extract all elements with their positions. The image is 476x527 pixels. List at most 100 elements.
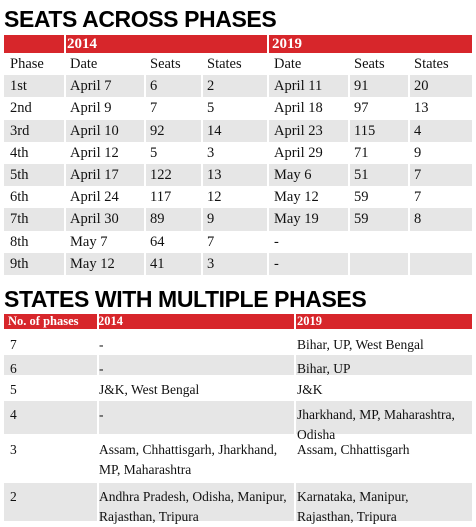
- cell-2014-states: -: [99, 337, 104, 352]
- cell-states-2014: 13: [207, 167, 222, 183]
- cell-phase: 3rd: [10, 122, 30, 139]
- cell-date-2019: April 23: [274, 122, 323, 139]
- cell-states-2014: 14: [207, 122, 222, 139]
- table-row: 2 Andhra Pradesh, Odisha, Manipur, Rajast…: [4, 483, 472, 524]
- cell-date-2019: April 18: [274, 100, 323, 117]
- cell-2014-states: Assam, Chhattisgarh, Jharkhand, MP, Maha…: [99, 442, 278, 477]
- cell-no-of-phases: 6: [10, 361, 17, 376]
- cell-phase: 4th: [10, 144, 29, 161]
- cell-seats-2019: 59: [354, 189, 369, 206]
- table-row: 6th April 24 117 12 May 12 59 7: [4, 186, 472, 208]
- column-header-seats-2014: Seats: [150, 56, 181, 72]
- cell-seats-2014: 41: [150, 255, 165, 272]
- table-row: 4th April 12 5 3 April 29 71 9: [4, 142, 472, 164]
- cell-2019-states: Karnataka, Manipur, Rajasthan, Tripura: [297, 489, 409, 524]
- cell-seats-2019: 59: [354, 211, 369, 228]
- cell-seats-2014: 117: [150, 189, 172, 206]
- column-divider: [64, 35, 66, 275]
- cell-no-of-phases: 4: [10, 407, 17, 422]
- table-row: 5 J&K, West Bengal J&K: [4, 376, 472, 399]
- cell-seats-2019: 51: [354, 167, 369, 183]
- seats-across-phases-title: SEATS ACROSS PHASES: [4, 6, 277, 32]
- table-row: 9th May 12 41 3 -: [4, 252, 472, 275]
- year-2014-label: 2014: [67, 36, 97, 52]
- cell-2019-states: Assam, Chhattisgarh: [297, 442, 410, 457]
- cell-date-2014: April 10: [70, 122, 119, 139]
- cell-seats-2014: 64: [150, 233, 165, 250]
- table-row: 1st April 7 6 2 April 11 91 20: [4, 75, 472, 98]
- cell-date-2014: April 30: [70, 211, 119, 228]
- cell-phase: 6th: [10, 189, 29, 206]
- cell-date-2019: May 19: [274, 211, 319, 228]
- table-row: 7th April 30 89 9 May 19 59 8: [4, 208, 472, 231]
- cell-seats-2014: 5: [150, 144, 158, 161]
- column-divider: [201, 53, 203, 275]
- cell-2014-states: Andhra Pradesh, Odisha, Manipur, Rajasth…: [99, 489, 287, 524]
- cell-2014-states: J&K, West Bengal: [99, 382, 200, 397]
- cell-states-2019: 9: [414, 144, 422, 161]
- seats-table-year-band: 2014 2019: [4, 35, 472, 53]
- cell-no-of-phases: 5: [10, 382, 17, 397]
- cell-states-2014: 2: [207, 78, 215, 95]
- column-header-seats-2019: Seats: [354, 56, 385, 72]
- cell-date-2014: April 24: [70, 189, 119, 206]
- cell-no-of-phases: 2: [10, 489, 17, 504]
- cell-date-2014: April 12: [70, 144, 119, 161]
- cell-phase: 7th: [10, 211, 29, 228]
- header-no-of-phases: No. of phases: [8, 314, 79, 328]
- cell-date-2014: April 17: [70, 167, 119, 183]
- cell-states-2019: 4: [414, 122, 422, 139]
- table-row: 6 - Bihar, UP: [4, 355, 472, 376]
- cell-phase: 9th: [10, 255, 29, 272]
- table-row: 5th April 17 122 13 May 6 51 7: [4, 164, 472, 187]
- multiple-phases-header-band: No. of phases 2014 2019: [4, 314, 472, 329]
- cell-states-2014: 3: [207, 255, 215, 272]
- cell-date-2014: April 7: [70, 78, 112, 95]
- header-2014: 2014: [98, 314, 123, 328]
- states-multiple-phases-title: STATES WITH MULTIPLE PHASES: [4, 286, 367, 312]
- cell-date-2019: -: [274, 255, 279, 272]
- cell-date-2014: April 9: [70, 100, 112, 117]
- column-divider: [294, 314, 296, 521]
- cell-2019-states: Bihar, UP: [297, 361, 351, 376]
- column-divider: [144, 53, 146, 275]
- table-row: 4 - Jharkhand, MP, Maharashtra, Odisha: [4, 401, 472, 442]
- column-divider: [408, 53, 410, 275]
- cell-2019-states: Jharkhand, MP, Maharashtra, Odisha: [297, 407, 455, 442]
- cell-seats-2019: 71: [354, 144, 369, 161]
- column-header-states-2014: States: [207, 56, 242, 72]
- cell-2014-states: -: [99, 361, 104, 376]
- cell-date-2019: -: [274, 233, 279, 250]
- column-divider: [348, 53, 350, 275]
- cell-states-2019: 7: [414, 167, 422, 183]
- cell-no-of-phases: 3: [10, 442, 17, 457]
- cell-seats-2014: 7: [150, 100, 158, 117]
- cell-date-2019: May 12: [274, 189, 319, 206]
- column-divider: [97, 314, 99, 521]
- cell-states-2019: 20: [414, 78, 429, 95]
- cell-seats-2014: 122: [150, 167, 172, 183]
- cell-seats-2014: 89: [150, 211, 165, 228]
- column-header-date-2019: Date: [274, 56, 302, 72]
- cell-seats-2019: 91: [354, 78, 369, 95]
- cell-seats-2014: 6: [150, 78, 158, 95]
- cell-2014-states: -: [99, 407, 104, 422]
- cell-phase: 5th: [10, 167, 29, 183]
- cell-states-2019: 13: [414, 100, 429, 117]
- column-header-phase: Phase: [10, 56, 44, 72]
- table-row: 8th May 7 64 7 -: [4, 231, 472, 253]
- table-row: 7 - Bihar, UP, West Bengal: [4, 331, 472, 353]
- cell-states-2014: 7: [207, 233, 215, 250]
- cell-2019-states: J&K: [297, 382, 323, 397]
- header-2019: 2019: [297, 314, 322, 328]
- cell-states-2014: 3: [207, 144, 215, 161]
- cell-date-2019: April 29: [274, 144, 323, 161]
- column-header-date-2014: Date: [70, 56, 98, 72]
- cell-states-2019: 8: [414, 211, 422, 228]
- year-2019-label: 2019: [272, 36, 302, 52]
- cell-states-2019: 7: [414, 189, 422, 206]
- cell-states-2014: 12: [207, 189, 222, 206]
- cell-seats-2014: 92: [150, 122, 165, 139]
- cell-phase: 2nd: [10, 100, 32, 117]
- cell-date-2019: April 11: [274, 78, 323, 95]
